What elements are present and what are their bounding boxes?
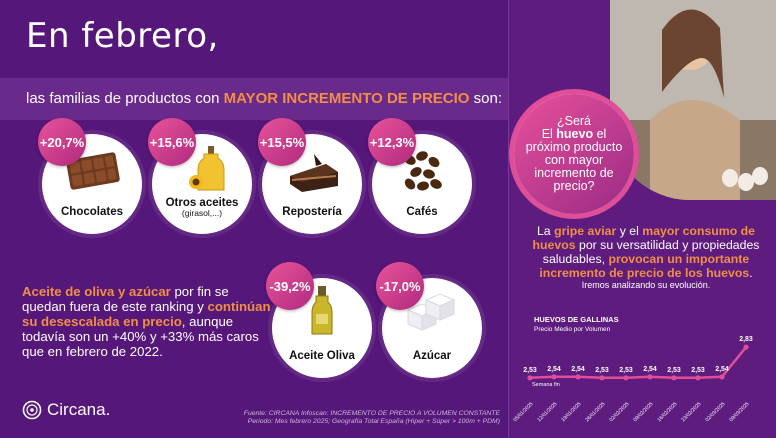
data-point <box>599 375 605 381</box>
x-tick-label: 02/03/2025 <box>704 401 726 423</box>
x-tick-label: 23/02/2025 <box>680 401 702 423</box>
chocolate-icon <box>66 152 120 190</box>
data-point <box>719 374 725 380</box>
subtitle-end: son: <box>469 90 503 107</box>
data-label: 2,54 <box>547 366 561 373</box>
badge-reposteria: +15,5% <box>258 118 306 166</box>
x-tick-label: 26/01/2025 <box>584 401 606 423</box>
product-name: Otros aceites (girasol,...) <box>165 197 239 219</box>
avian-flu-text: La gripe aviar y el mayor consumo de hue… <box>532 224 760 280</box>
olive-sugar-text: Aceite de oliva y azúcar por fin se qued… <box>22 284 271 359</box>
data-label: 2,54 <box>643 366 657 373</box>
question-bubble: ¿Será El huevo el próximo producto con may… <box>514 94 634 214</box>
badge-chocolates: +20,7% <box>38 118 86 166</box>
logo-text: Circana. <box>47 400 111 419</box>
x-tick-label: 09/03/2025 <box>728 401 750 423</box>
data-label: 2,53 <box>691 367 705 374</box>
circana-logo: Circana. <box>22 400 110 420</box>
data-point <box>623 375 629 381</box>
subtitle-band <box>0 78 508 120</box>
egg-price-chart: 2,53 05/01/2025 2,54 12/01/2025 2,54 19/01/20… <box>512 336 753 423</box>
chart-ylabel: Precio Medio por Volumen <box>534 326 611 333</box>
subtitle-text: las familias de productos con <box>26 90 224 107</box>
subtitle: las familias de productos con MAYOR INCR… <box>26 90 502 107</box>
data-point <box>551 374 557 380</box>
x-tick-label: 16/02/2025 <box>656 401 678 423</box>
data-label: 2,54 <box>571 366 585 373</box>
subtitle-highlight: MAYOR INCREMENTO DE PRECIO <box>223 90 470 107</box>
badge-otros-aceites: +15,6% <box>148 118 196 166</box>
data-label: 2,53 <box>523 367 537 374</box>
data-label: 2,83 <box>739 336 753 343</box>
product-name: Cafés <box>406 205 438 218</box>
data-label: 2,53 <box>667 367 681 374</box>
data-point <box>671 375 677 381</box>
x-tick-label: 12/01/2025 <box>536 401 558 423</box>
x-tick-label: 09/02/2025 <box>632 401 654 423</box>
sunflower-oil-icon <box>189 146 225 191</box>
data-label: 2,54 <box>715 366 729 373</box>
badge-cafes: +12,3% <box>368 118 416 166</box>
data-point <box>695 375 701 381</box>
data-point <box>527 375 533 381</box>
evolution-note: Iremos analizando su evolución. <box>581 280 711 290</box>
x-tick-label: 19/01/2025 <box>560 401 582 423</box>
product-name: Aceite Oliva <box>289 349 355 362</box>
product-name: Azúcar <box>412 349 452 362</box>
x-tick-label: 02/02/2025 <box>608 401 630 423</box>
x-tick-label: 05/01/2025 <box>512 401 534 423</box>
series-line <box>529 346 747 380</box>
data-point <box>575 374 581 380</box>
x-axis-label: Semana fin <box>532 382 560 388</box>
badge-aceite-oliva: -39,2% <box>266 262 314 310</box>
photo-illustration <box>610 0 776 200</box>
product-name: Chocolates <box>61 205 123 218</box>
cake-icon <box>290 154 338 192</box>
data-point <box>647 374 653 380</box>
product-card-chocolates: Chocolates <box>42 134 142 234</box>
data-point <box>743 344 749 350</box>
data-label: 2,53 <box>595 367 609 374</box>
source-note: Fuente: CIRCANA Infoscan: INCREMENTO DE … <box>243 410 500 425</box>
olive-oil-bottle-icon <box>311 286 333 335</box>
chart-title: HUEVOS DE GALLINAS <box>534 315 619 324</box>
page-title: En febrero, <box>26 16 219 56</box>
sugar-cubes-icon <box>406 293 456 331</box>
badge-azucar: -17,0% <box>376 262 424 310</box>
coffee-beans-icon <box>404 151 442 191</box>
woman-eating-photo <box>610 0 776 200</box>
data-label: 2,53 <box>619 367 633 374</box>
product-name: Repostería <box>282 205 342 218</box>
circana-logo-icon <box>22 400 42 420</box>
